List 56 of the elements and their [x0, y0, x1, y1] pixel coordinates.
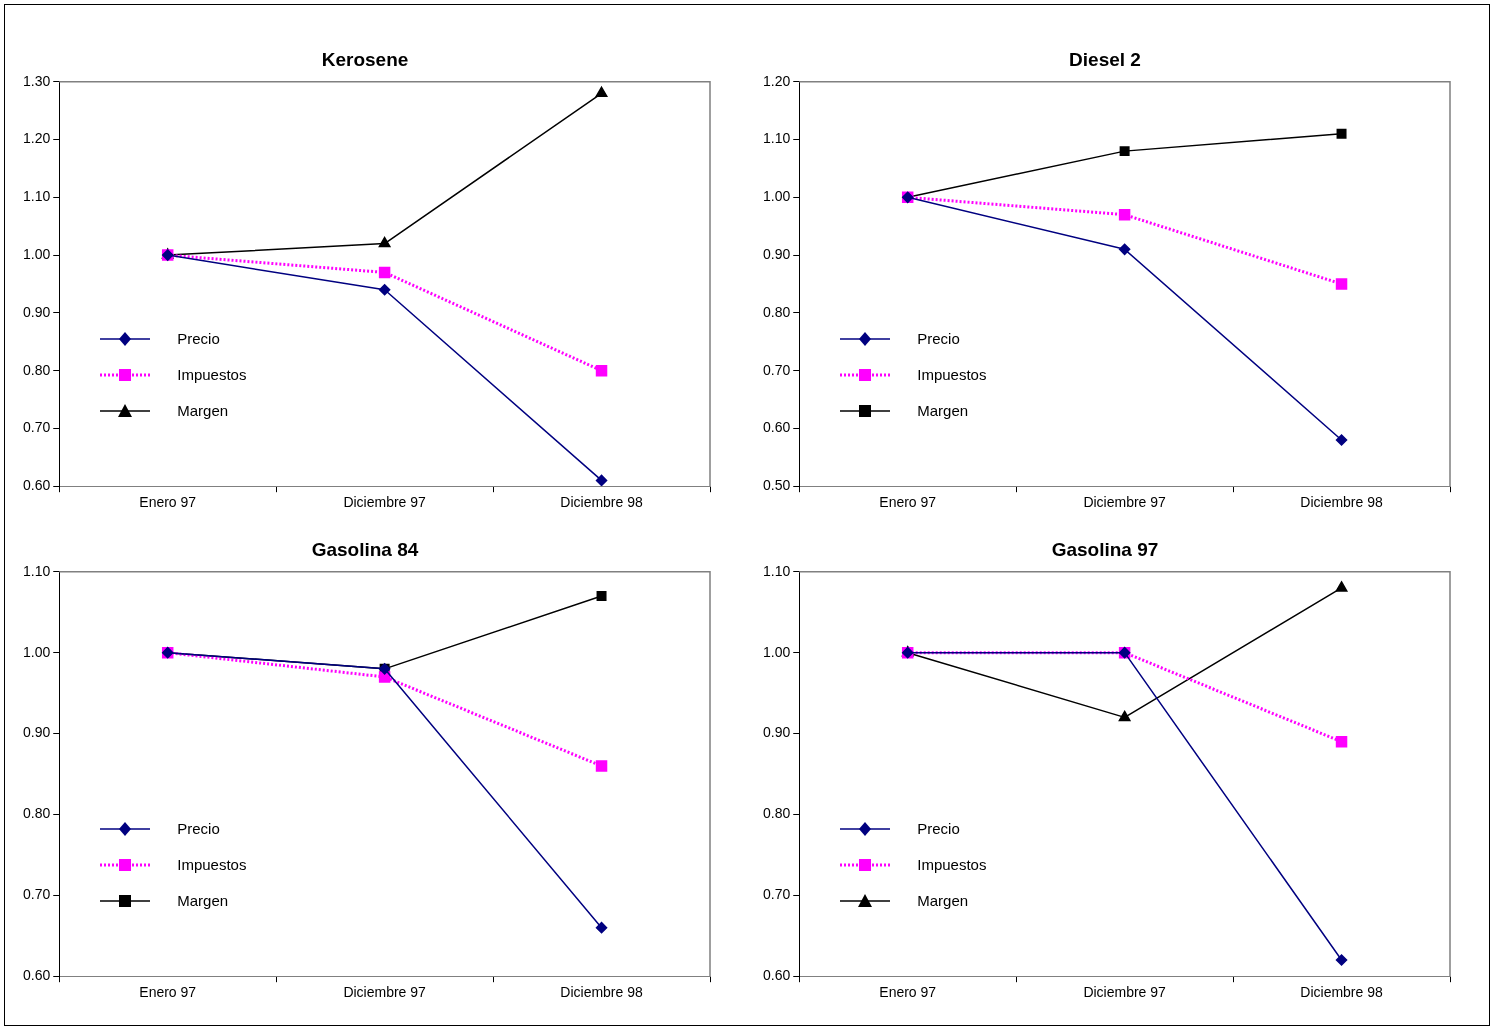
y-tick-label: 1.20	[23, 130, 51, 147]
x-tick-label: Enero 97	[879, 984, 937, 1001]
y-tick-label: 0.80	[23, 361, 51, 378]
y-tick-label: 1.20	[763, 72, 791, 89]
y-tick-label: 0.70	[23, 886, 51, 903]
legend-label: Precio	[917, 820, 960, 838]
legend-label: Margen	[177, 402, 229, 420]
chart-title: Gasolina 84	[311, 538, 419, 560]
chart-title: Gasolina 97	[1051, 538, 1159, 560]
y-tick-label: 0.90	[23, 724, 51, 741]
x-tick-label: Diciembre 98	[1300, 984, 1383, 1001]
y-tick-label: 0.90	[763, 245, 791, 262]
y-tick-label: 0.60	[763, 419, 791, 436]
legend-label: Impuestos	[917, 366, 987, 384]
legend-label: Precio	[177, 820, 220, 838]
x-tick-label: Diciembre 98	[560, 984, 643, 1001]
y-tick-label: 0.50	[763, 477, 791, 494]
x-tick-label: Diciembre 97	[1083, 494, 1167, 511]
x-tick-label: Diciembre 98	[1300, 494, 1383, 511]
chart-title: Kerosene	[321, 48, 409, 70]
y-tick-label: 1.00	[23, 643, 51, 660]
y-tick-label: 1.30	[23, 72, 51, 89]
y-tick-label: 0.70	[23, 419, 51, 436]
legend-label: Precio	[177, 330, 220, 348]
legend-label: Margen	[177, 892, 229, 910]
y-tick-label: 0.70	[763, 886, 791, 903]
y-tick-label: 1.00	[763, 188, 791, 205]
legend-label: Impuestos	[177, 366, 247, 384]
legend-label: Impuestos	[917, 856, 987, 874]
chart-title: Diesel 2	[1069, 48, 1141, 70]
y-tick-label: 0.60	[23, 967, 51, 984]
y-tick-label: 0.80	[23, 805, 51, 822]
x-tick-label: Enero 97	[139, 494, 197, 511]
x-tick-label: Diciembre 97	[1083, 984, 1167, 1001]
y-tick-label: 0.80	[763, 303, 791, 320]
y-tick-label: 0.80	[763, 805, 791, 822]
x-tick-label: Enero 97	[139, 984, 197, 1001]
y-tick-label: 1.10	[763, 130, 791, 147]
y-tick-label: 1.10	[23, 562, 51, 579]
x-tick-label: Diciembre 98	[560, 494, 643, 511]
legend-label: Precio	[917, 330, 960, 348]
y-tick-label: 1.10	[763, 562, 791, 579]
y-tick-label: 0.60	[23, 477, 51, 494]
x-tick-label: Diciembre 97	[343, 984, 427, 1001]
y-tick-label: 0.70	[763, 361, 791, 378]
y-tick-label: 1.00	[23, 245, 51, 262]
x-tick-label: Enero 97	[879, 494, 937, 511]
legend-label: Margen	[917, 402, 969, 420]
legend-label: Margen	[917, 892, 969, 910]
y-tick-label: 0.90	[763, 724, 791, 741]
y-tick-label: 1.10	[23, 188, 51, 205]
y-tick-label: 1.00	[763, 643, 791, 660]
legend-label: Impuestos	[177, 856, 247, 874]
x-tick-label: Diciembre 97	[343, 494, 427, 511]
y-tick-label: 0.90	[23, 303, 51, 320]
y-tick-label: 0.60	[763, 967, 791, 984]
